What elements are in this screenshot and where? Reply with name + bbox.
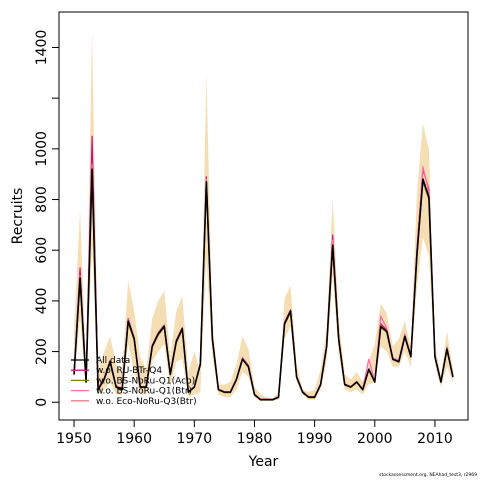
y-tick-label-800: 800 (34, 186, 50, 213)
legend-entry-3: w.o. BS-NoRu-Q1(Btr) (96, 387, 192, 397)
legend-entry-0: All data (96, 356, 130, 366)
y-tick-label-400: 400 (34, 288, 50, 315)
x-tick-label-1980: 1980 (237, 431, 273, 447)
series-layer (73, 135, 454, 401)
x-tick-label-1970: 1970 (177, 431, 213, 447)
y-tick-label-200: 200 (34, 338, 50, 365)
x-tick-label-1950: 1950 (56, 431, 92, 447)
legend-entry-2: w.o. BS-NoRu-Q1(Aco) (96, 376, 195, 386)
series-line-0 (73, 168, 454, 401)
legend-entry-4: w.o. Eco-NoRu-Q3(Btr) (96, 397, 197, 407)
confidence-band-layer (74, 29, 453, 401)
plot-frame (58, 11, 469, 421)
legend-entry-1: w.o. RU-BTr-Q4 (96, 366, 162, 376)
x-tick-label-1960: 1960 (116, 431, 152, 447)
x-tick-label-2000: 2000 (357, 431, 393, 447)
confidence-band (74, 29, 453, 401)
footer-credit: stockassessment.org, NEAhad_test3, r2969 (379, 472, 477, 478)
y-tick-label-0: 0 (34, 398, 50, 407)
x-axis-label: Year (248, 454, 279, 470)
y-tick-label-1400: 1400 (34, 30, 50, 66)
y-axis: 0 200 400 600 800 1000 1400 (34, 30, 59, 407)
x-tick-label-1990: 1990 (297, 431, 333, 447)
x-axis: 1950 1960 1970 1980 1990 2000 2010 (56, 420, 453, 447)
y-tick-label-600: 600 (34, 237, 50, 264)
x-tick-label-2010: 2010 (417, 431, 453, 447)
y-axis-label: Recruits (10, 188, 26, 245)
y-tick-label-1000: 1000 (34, 131, 50, 167)
